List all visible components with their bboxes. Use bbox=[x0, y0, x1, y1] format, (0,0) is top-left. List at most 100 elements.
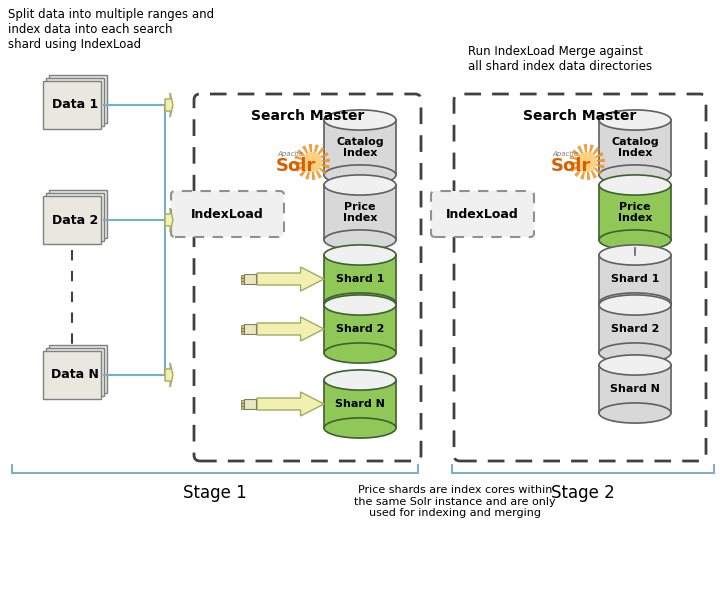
Text: Data 1: Data 1 bbox=[52, 99, 98, 112]
Text: Data N: Data N bbox=[51, 369, 99, 382]
Ellipse shape bbox=[324, 175, 396, 195]
Polygon shape bbox=[165, 208, 173, 232]
Text: Price shards are index cores within
the same Solr instance and are only
used for: Price shards are index cores within the … bbox=[354, 485, 556, 518]
Wedge shape bbox=[302, 145, 312, 162]
FancyBboxPatch shape bbox=[244, 274, 256, 284]
FancyBboxPatch shape bbox=[431, 191, 534, 237]
FancyBboxPatch shape bbox=[194, 94, 421, 461]
Polygon shape bbox=[257, 267, 324, 291]
Ellipse shape bbox=[599, 175, 671, 195]
FancyBboxPatch shape bbox=[171, 191, 284, 237]
FancyBboxPatch shape bbox=[241, 327, 244, 330]
Wedge shape bbox=[587, 152, 603, 162]
Wedge shape bbox=[312, 147, 325, 162]
Wedge shape bbox=[587, 147, 600, 162]
Ellipse shape bbox=[324, 110, 396, 130]
Ellipse shape bbox=[599, 230, 671, 250]
FancyBboxPatch shape bbox=[46, 348, 104, 396]
Wedge shape bbox=[312, 152, 329, 162]
Polygon shape bbox=[324, 255, 396, 303]
FancyBboxPatch shape bbox=[454, 94, 706, 461]
Text: Search Master: Search Master bbox=[523, 109, 637, 123]
FancyBboxPatch shape bbox=[49, 190, 107, 238]
FancyBboxPatch shape bbox=[43, 196, 101, 244]
Wedge shape bbox=[312, 162, 327, 175]
FancyBboxPatch shape bbox=[241, 280, 244, 284]
Text: Data 2: Data 2 bbox=[52, 214, 98, 227]
Ellipse shape bbox=[599, 295, 671, 315]
FancyBboxPatch shape bbox=[241, 274, 244, 277]
Text: Run IndexLoad Merge against
all shard index data directories: Run IndexLoad Merge against all shard in… bbox=[468, 45, 652, 73]
Wedge shape bbox=[587, 162, 602, 175]
FancyBboxPatch shape bbox=[46, 78, 104, 126]
Ellipse shape bbox=[599, 343, 671, 363]
Ellipse shape bbox=[324, 295, 396, 315]
Text: Shard 1: Shard 1 bbox=[336, 274, 384, 284]
Ellipse shape bbox=[324, 418, 396, 438]
Text: Solr: Solr bbox=[276, 157, 316, 175]
Ellipse shape bbox=[324, 165, 396, 185]
Wedge shape bbox=[312, 162, 316, 180]
Text: IndexLoad: IndexLoad bbox=[191, 208, 264, 221]
Wedge shape bbox=[587, 162, 597, 179]
Ellipse shape bbox=[324, 245, 396, 265]
Text: Stage 2: Stage 2 bbox=[551, 484, 615, 502]
Wedge shape bbox=[569, 162, 587, 166]
Polygon shape bbox=[165, 93, 173, 117]
Polygon shape bbox=[324, 120, 396, 175]
Text: Solr: Solr bbox=[551, 157, 591, 175]
Circle shape bbox=[577, 152, 597, 172]
Polygon shape bbox=[599, 185, 671, 240]
Text: Shard 2: Shard 2 bbox=[611, 324, 659, 334]
Text: Split data into multiple ranges and
index data into each search
shard using Inde: Split data into multiple ranges and inde… bbox=[8, 8, 214, 51]
Text: Shard 2: Shard 2 bbox=[336, 324, 384, 334]
Polygon shape bbox=[599, 120, 671, 175]
Ellipse shape bbox=[324, 343, 396, 363]
Wedge shape bbox=[571, 162, 587, 172]
FancyBboxPatch shape bbox=[241, 324, 244, 327]
Wedge shape bbox=[587, 145, 594, 162]
Ellipse shape bbox=[324, 370, 396, 390]
Wedge shape bbox=[574, 162, 587, 177]
FancyBboxPatch shape bbox=[244, 399, 256, 409]
Wedge shape bbox=[299, 162, 312, 177]
Text: Catalog
Index: Catalog Index bbox=[336, 137, 384, 158]
Polygon shape bbox=[324, 185, 396, 240]
Wedge shape bbox=[312, 145, 319, 162]
Polygon shape bbox=[165, 363, 173, 387]
Wedge shape bbox=[297, 149, 312, 162]
Polygon shape bbox=[599, 365, 671, 413]
Circle shape bbox=[302, 152, 322, 172]
FancyBboxPatch shape bbox=[49, 345, 107, 393]
Wedge shape bbox=[312, 162, 322, 179]
Text: Shard 1: Shard 1 bbox=[611, 274, 659, 284]
Wedge shape bbox=[312, 162, 330, 169]
Wedge shape bbox=[584, 144, 587, 162]
Wedge shape bbox=[577, 145, 587, 162]
FancyBboxPatch shape bbox=[43, 351, 101, 399]
FancyBboxPatch shape bbox=[241, 399, 244, 402]
FancyBboxPatch shape bbox=[46, 193, 104, 241]
Ellipse shape bbox=[599, 403, 671, 423]
FancyBboxPatch shape bbox=[43, 81, 101, 129]
Polygon shape bbox=[257, 392, 324, 416]
Ellipse shape bbox=[599, 165, 671, 185]
Ellipse shape bbox=[599, 110, 671, 130]
Wedge shape bbox=[572, 149, 587, 162]
Text: Price
Index: Price Index bbox=[343, 202, 378, 223]
Wedge shape bbox=[587, 162, 605, 169]
Polygon shape bbox=[324, 380, 396, 428]
FancyBboxPatch shape bbox=[244, 324, 256, 334]
Text: Search Master: Search Master bbox=[250, 109, 364, 123]
Wedge shape bbox=[587, 162, 590, 180]
FancyBboxPatch shape bbox=[241, 330, 244, 333]
Text: Stage 1: Stage 1 bbox=[183, 484, 247, 502]
Wedge shape bbox=[305, 162, 312, 179]
Wedge shape bbox=[295, 162, 312, 172]
Polygon shape bbox=[599, 305, 671, 353]
FancyBboxPatch shape bbox=[241, 402, 244, 405]
Ellipse shape bbox=[599, 293, 671, 313]
Text: Apache: Apache bbox=[552, 151, 578, 157]
FancyBboxPatch shape bbox=[49, 75, 107, 123]
Wedge shape bbox=[569, 155, 587, 162]
